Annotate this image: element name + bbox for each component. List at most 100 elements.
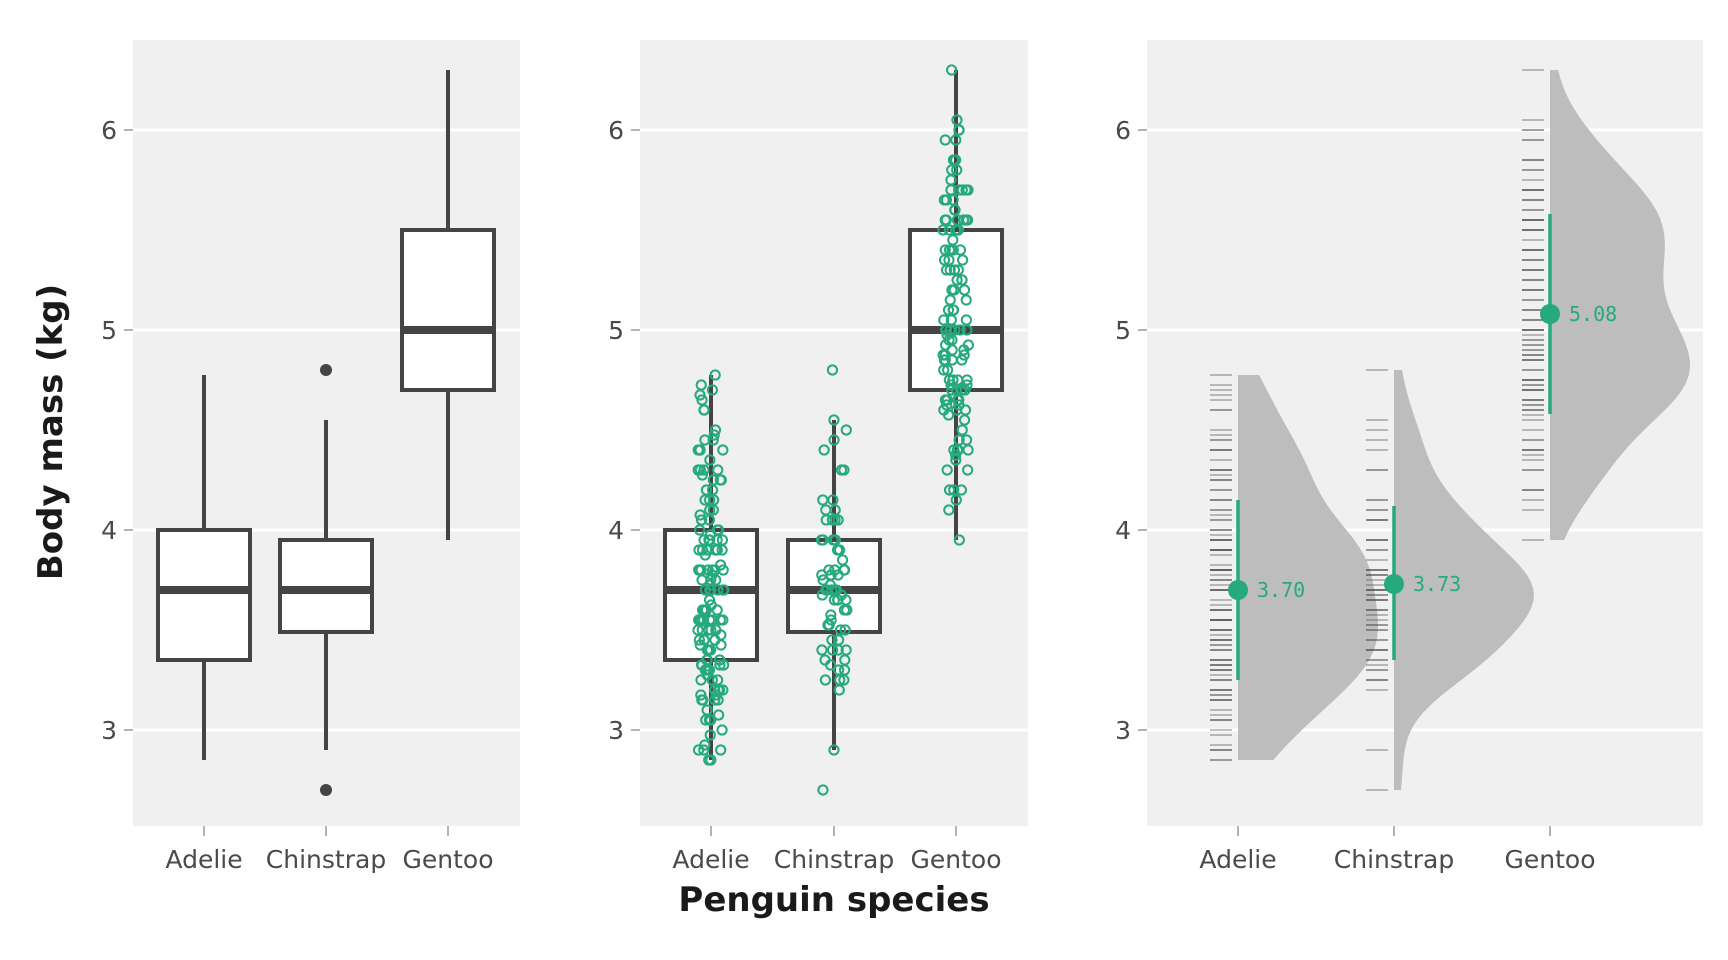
jitter-point [958,349,970,361]
mean-point [1540,304,1560,324]
x-tick-label: Gentoo [403,845,494,874]
jitter-point [938,314,950,326]
jitter-point [817,574,829,586]
jitter-point [715,474,727,486]
jitter-point [704,504,716,516]
jitter-point [940,264,953,276]
jitter-point [695,514,708,526]
box-adelie [156,375,252,760]
jitter-point [709,424,722,436]
jitter-point [938,194,950,206]
jitter-point [696,394,708,406]
jitter-point [708,429,720,441]
jitter-point [828,594,840,606]
jitter-point [709,684,721,696]
jitter-point [961,374,973,386]
jitter-point [706,384,719,396]
jitter-point [716,724,728,736]
outlier-point [320,784,332,796]
outlier-point [320,364,332,376]
jitter-point [943,409,955,421]
jitter-point [943,374,955,386]
mean-label: 3.70 [1257,578,1305,602]
jitter-point [832,634,845,646]
jitter-point [706,569,718,581]
jitter-point [945,64,958,76]
jitter-point [950,454,962,466]
jitter-point [694,464,706,476]
jitter-point [694,509,706,521]
jitter-point [950,449,962,461]
jitter-point [954,324,966,336]
jitter-point [713,684,726,696]
jitter-point [827,534,839,546]
jitter-point [948,484,960,496]
jitter-point [818,444,830,456]
halfeye-chinstrap: 3.73 [1366,369,1534,791]
jitter-point [696,624,708,636]
jitter-point [953,394,965,406]
jitter-point [960,434,973,446]
y-tick-label: 6 [1115,116,1131,145]
y-axis-title: Body mass (kg) [31,284,71,580]
jitter-point [962,184,974,196]
y-tick-label: 6 [608,116,624,145]
jitter-point [692,444,704,456]
jitter-point [704,579,716,591]
jitter-point [955,484,968,496]
jitter-point [840,424,852,436]
jitter-point [713,709,725,721]
jitter-point [698,404,710,416]
jitter-point [823,619,835,631]
jitter-point [696,574,708,586]
halfeye-gentoo: 5.08 [1522,69,1690,541]
jitter-point [718,584,730,596]
jitter-point [943,504,955,516]
jitter-point [815,534,828,546]
jitter-point [939,354,951,366]
jitter-point [710,624,722,636]
jitter-point [712,524,725,536]
jitter-point [701,654,713,666]
x-tick-label: Adelie [165,845,242,874]
y-tick-label: 6 [101,116,117,145]
jitter-point [704,729,716,741]
mean-point [1384,574,1404,594]
jitter-point [956,184,968,196]
jitter-point [943,484,956,496]
jitter-point [832,569,844,581]
jitter-point [700,484,713,496]
jitter-point [839,624,851,636]
box-chinstrap [278,364,374,796]
jitter-point [937,224,949,236]
x-axis-title: Penguin species [678,880,989,920]
jitter-point [825,569,837,581]
jitter-point [816,644,828,656]
jitter-chinstrap [815,364,853,796]
jitter-point [713,654,726,666]
jitter-point [941,399,953,411]
density-shape [1394,370,1534,790]
y-tick-label: 3 [1115,716,1131,745]
jitter-point [695,689,707,701]
jitter-point [957,254,969,266]
jitter-point [828,414,840,426]
jitter-point [953,124,965,136]
mean-label: 5.08 [1569,302,1617,326]
jitter-point [945,174,957,186]
jitter-point [694,639,706,651]
jitter-point [707,434,719,446]
jitter-point [953,399,965,411]
box-gentoo [400,70,496,540]
jitter-point [943,244,956,256]
jitter-point [704,454,716,466]
jitter-point [939,339,952,351]
box-iqr [400,228,496,392]
halfeye-adelie: 3.70 [1210,374,1378,761]
jitter-point [696,694,708,706]
jitter-point [840,594,852,606]
jitter-point [941,329,953,341]
jitter-point [839,654,851,666]
jitter-point [944,294,956,306]
